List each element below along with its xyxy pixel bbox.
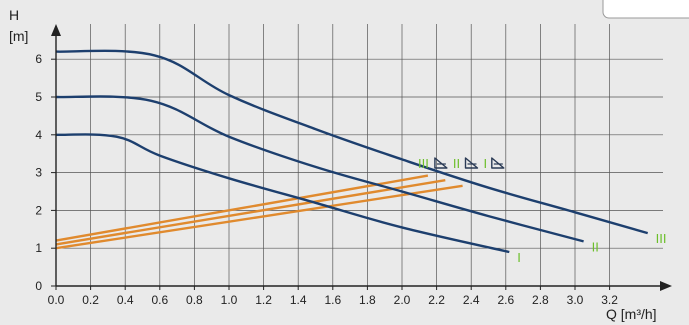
- x-axis-title: Q [m³/h]: [606, 306, 657, 322]
- y-tick-label: 6: [35, 52, 42, 66]
- pressure-mode-icon: [464, 157, 479, 169]
- legend-label-II: II: [453, 156, 460, 171]
- x-tick-label: 0.6: [151, 293, 168, 307]
- pressure-mode-icon: [434, 157, 448, 169]
- y-tick-label: 0: [35, 279, 42, 293]
- tick-labels: 0.0 0.2 0.4 0.6 0.8 1.0 1.2 1.4 1.6 1.8 2.0 2.2 2.4 2…: [35, 52, 618, 307]
- system-curves: [55, 174, 463, 250]
- y-tick-label: 4: [35, 128, 42, 142]
- legend-label-I: I: [484, 156, 488, 171]
- x-tick-label: 2.4: [463, 293, 480, 307]
- x-tick-label: 2.8: [532, 293, 549, 307]
- y-tick-label: 3: [35, 166, 42, 180]
- x-tick-label: 2.0: [394, 293, 411, 307]
- x-tick-label: 3.0: [567, 293, 584, 307]
- corner-box: [602, 0, 689, 19]
- x-tick-label: 1.4: [290, 293, 307, 307]
- y-axis-title-line2: [m]: [9, 28, 28, 44]
- y-axis-arrow: [51, 24, 61, 36]
- system-curve-1: [55, 174, 429, 242]
- y-axis-title-line1: H: [9, 7, 19, 23]
- x-tick-label: 0.8: [186, 293, 203, 307]
- x-tick-label: 0.0: [48, 293, 65, 307]
- x-tick-label: 0.4: [117, 293, 134, 307]
- pressure-mode-icon: [491, 157, 505, 169]
- pump-curve-III: [55, 49, 649, 235]
- x-tick-label: 1.0: [221, 293, 238, 307]
- y-tick-label: 5: [35, 90, 42, 104]
- x-tick-label: 3.2: [601, 293, 618, 307]
- curve-end-label-I: I: [517, 250, 521, 265]
- pump-curve-I: [55, 133, 510, 254]
- legend-label-III: III: [418, 156, 429, 171]
- pump-curves: [55, 49, 649, 254]
- system-curve-3: [55, 184, 463, 250]
- x-tick-label: 1.6: [324, 293, 341, 307]
- y-tick-label: 1: [35, 241, 42, 255]
- x-tick-label: 1.8: [359, 293, 376, 307]
- speed-legend: III II I: [418, 156, 505, 171]
- x-tick-label: 0.2: [82, 293, 99, 307]
- pump-curve-II: [55, 95, 584, 243]
- curve-end-label-II: II: [592, 239, 599, 254]
- system-curve-2: [55, 179, 446, 246]
- x-tick-label: 2.6: [497, 293, 514, 307]
- x-tick-label: 2.2: [428, 293, 445, 307]
- curve-end-label-III: III: [656, 231, 667, 246]
- y-tick-label: 2: [35, 203, 42, 217]
- x-tick-label: 1.2: [255, 293, 272, 307]
- x-axis-arrow: [660, 281, 672, 291]
- grid: [56, 24, 663, 286]
- axes: [51, 24, 672, 291]
